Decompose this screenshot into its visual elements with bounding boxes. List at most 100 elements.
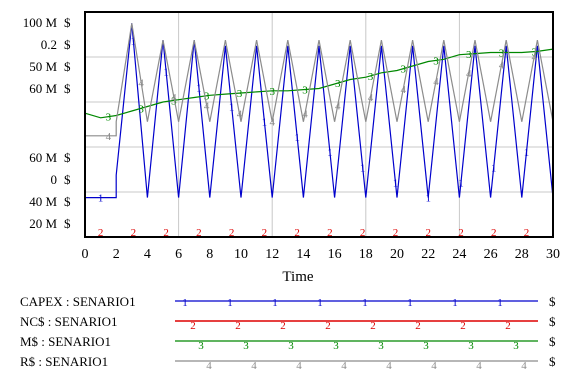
series-marker-4: 4: [106, 131, 112, 143]
series-marker-2: 2: [360, 227, 366, 239]
legend-marker-4: 4: [476, 360, 482, 371]
legend-marker-4: 4: [521, 360, 527, 371]
y-tick-unit: $: [64, 194, 71, 209]
series-marker-2: 2: [425, 227, 431, 239]
x-tick-label: 28: [515, 247, 529, 262]
series-marker-4: 4: [302, 109, 308, 121]
x-tick-label: 20: [390, 247, 404, 262]
y-tick-unit: $: [64, 59, 71, 74]
legend-marker-3: 3: [198, 340, 204, 352]
x-tick-label: 6: [175, 247, 182, 262]
series-marker-2: 2: [458, 227, 464, 239]
y-tick-label-bottom-r: 20 M: [29, 216, 57, 231]
legend-marker-3: 3: [423, 340, 429, 352]
y-tick-unit: $: [64, 150, 71, 165]
series-marker-1: 1: [294, 132, 300, 144]
legend-marker-4: 4: [296, 360, 302, 371]
series-marker-1: 1: [163, 67, 169, 79]
legend-marker-1: 1: [317, 297, 323, 309]
x-tick-label: 14: [296, 247, 310, 262]
y-tick-unit: $: [64, 81, 71, 96]
y-tick-unit: $: [64, 37, 71, 52]
series-marker-2: 2: [163, 227, 169, 239]
x-tick-label: 22: [421, 247, 435, 262]
series-marker-2: 2: [131, 227, 137, 239]
x-tick-label: 18: [359, 247, 373, 262]
y-tick-unit: $: [64, 172, 71, 187]
series-marker-3: 3: [269, 86, 275, 98]
series-marker-2: 2: [327, 227, 333, 239]
x-tick-label: 0: [82, 247, 89, 262]
x-tick-label: 24: [452, 247, 466, 262]
series-marker-2: 2: [98, 227, 104, 239]
legend-marker-4: 4: [386, 360, 392, 371]
legend-label-1: CAPEX : SENARIO1: [20, 294, 136, 309]
series-marker-1: 1: [327, 147, 333, 159]
series-marker-3: 3: [106, 112, 112, 124]
series-marker-4: 4: [204, 100, 210, 112]
y-axis-labels: 100 M $0.2 $50 M $60 M $60 M $0 $40 M $20 M $: [23, 15, 71, 231]
series-marker-4: 4: [368, 92, 374, 104]
legend-label-3: M$ : SENARIO1: [20, 334, 111, 349]
y-tick-label-bottom-m: 40 M: [29, 194, 57, 209]
series-marker-3: 3: [400, 64, 406, 76]
legend-marker-2: 2: [235, 320, 241, 332]
y-tick-unit: $: [64, 216, 71, 231]
legend-marker-2: 2: [370, 320, 376, 332]
x-tick-label: 4: [144, 247, 151, 262]
series-marker-1: 1: [393, 177, 399, 189]
x-tick-label: 10: [234, 247, 248, 262]
legend-unit: $: [549, 294, 556, 309]
series-line-4: [85, 23, 554, 137]
series-marker-3: 3: [466, 49, 472, 61]
legend-marker-2: 2: [190, 320, 196, 332]
legend-marker-4: 4: [251, 360, 257, 371]
series-marker-2: 2: [229, 227, 235, 239]
series-marker-4: 4: [237, 109, 243, 121]
series-marker-3: 3: [433, 55, 439, 67]
legend-marker-1: 1: [407, 297, 413, 309]
y-tick-label-top-r: 60 M: [29, 81, 57, 96]
series-marker-1: 1: [229, 102, 235, 114]
series-marker-4: 4: [138, 77, 144, 89]
legend-marker-1: 1: [227, 297, 233, 309]
series-line-1: [85, 23, 554, 199]
legend-marker-2: 2: [415, 320, 421, 332]
legend-unit: $: [549, 314, 556, 329]
y-tick-label-top-capex: 100 M: [23, 15, 58, 30]
series-marker-1: 1: [262, 117, 268, 129]
legend-marker-1: 1: [182, 297, 188, 309]
y-tick-unit: $: [64, 15, 71, 30]
legend-label-4: R$ : SENARIO1: [20, 354, 108, 369]
series-marker-4: 4: [269, 117, 275, 129]
series-marker-2: 2: [491, 227, 497, 239]
series-marker-3: 3: [335, 78, 341, 90]
series-marker-3: 3: [368, 71, 374, 83]
y-tick-label-top-nc: 0.2: [41, 37, 57, 52]
series-marker-4: 4: [532, 51, 538, 63]
legend-marker-2: 2: [280, 320, 286, 332]
legend-marker-3: 3: [513, 340, 519, 352]
legend-marker-3: 3: [243, 340, 249, 352]
legend-unit: $: [549, 334, 556, 349]
legend-marker-1: 1: [452, 297, 458, 309]
series-line-3: [84, 48, 554, 119]
series-marker-2: 2: [524, 227, 530, 239]
legend-marker-1: 1: [362, 297, 368, 309]
series-marker-4: 4: [433, 76, 439, 88]
series-marker-4: 4: [466, 68, 472, 80]
series-marker-3: 3: [302, 85, 308, 97]
series-marker-1: 1: [196, 82, 202, 94]
series-marker-2: 2: [196, 227, 202, 239]
y-tick-label-bottom-capex: 60 M: [29, 150, 57, 165]
series-marker-3: 3: [204, 91, 210, 103]
legend-marker-3: 3: [333, 340, 339, 352]
legend-unit: $: [549, 354, 556, 369]
series-marker-1: 1: [425, 193, 431, 205]
plot-frame: [84, 11, 554, 238]
series-marker-1: 1: [524, 147, 530, 159]
x-tick-label: 16: [328, 247, 342, 262]
legend-marker-3: 3: [288, 340, 294, 352]
